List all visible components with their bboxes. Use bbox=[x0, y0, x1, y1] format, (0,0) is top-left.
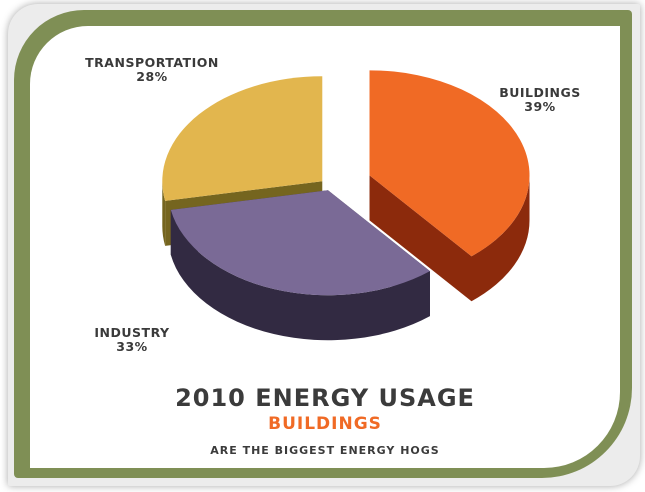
slice-rim-industry-0 bbox=[170, 209, 430, 341]
chart-title: 2010 ENERGY USAGE bbox=[175, 384, 475, 412]
slice-buildings bbox=[369, 70, 530, 257]
label-industry-name: INDUSTRY bbox=[94, 325, 170, 340]
label-buildings-value: 39% bbox=[524, 99, 556, 114]
label-industry: INDUSTRY 33% bbox=[72, 326, 192, 354]
slice-rim-transportation-0 bbox=[162, 181, 166, 246]
label-industry-value: 33% bbox=[116, 339, 148, 354]
label-transportation-value: 28% bbox=[136, 69, 168, 84]
slice-industry bbox=[170, 190, 430, 296]
label-transportation-name: TRANSPORTATION bbox=[85, 55, 219, 70]
chart-card: TRANSPORTATION 28% BUILDINGS 39% INDUSTR… bbox=[30, 26, 620, 468]
chart-subtitle: ARE THE BIGGEST ENERGY HOGS bbox=[210, 444, 440, 457]
label-buildings: BUILDINGS 39% bbox=[480, 86, 600, 114]
slice-transportation bbox=[162, 76, 323, 201]
label-transportation: TRANSPORTATION 28% bbox=[52, 56, 252, 84]
chart-subtitle-highlight: BUILDINGS bbox=[268, 414, 382, 434]
slice-side-wall-buildings-1 bbox=[369, 175, 472, 302]
pie-chart bbox=[162, 70, 530, 341]
slice-rim-buildings-0 bbox=[471, 175, 530, 302]
label-buildings-name: BUILDINGS bbox=[499, 85, 581, 100]
